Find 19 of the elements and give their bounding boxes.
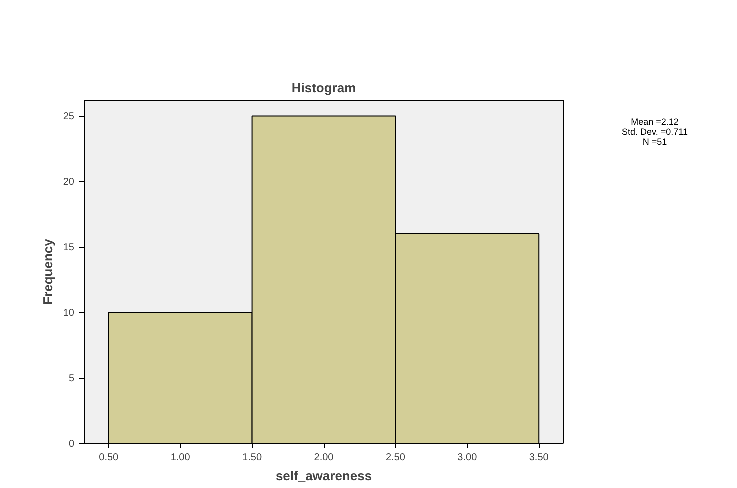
y-tick-label: 20 xyxy=(63,177,75,188)
x-tick-label: 3.50 xyxy=(529,452,550,464)
x-tick-label: 2.50 xyxy=(386,452,406,464)
x-tick-label: 1.50 xyxy=(242,452,262,464)
x-tick-label: 2.00 xyxy=(314,452,334,464)
text: Std. Dev. =0.711 xyxy=(622,127,688,137)
y-tick-label: 10 xyxy=(63,308,75,320)
y-tick-label: 5 xyxy=(68,374,75,385)
y-tick-label: 25 xyxy=(63,112,75,123)
x-axis-title: self_awareness xyxy=(276,468,372,484)
chart-title: Histogram xyxy=(292,80,356,96)
text: N =51 xyxy=(642,137,668,147)
y-axis-title: Frequency xyxy=(40,238,56,305)
y-tick-label: 0 xyxy=(68,439,75,450)
text: Mean =2.12 xyxy=(631,117,679,127)
y-tick-label: 15 xyxy=(63,242,75,254)
x-tick-label: 3.00 xyxy=(458,452,478,464)
x-tick-label: 0.50 xyxy=(99,452,120,464)
x-tick-label: 1.00 xyxy=(170,452,191,464)
